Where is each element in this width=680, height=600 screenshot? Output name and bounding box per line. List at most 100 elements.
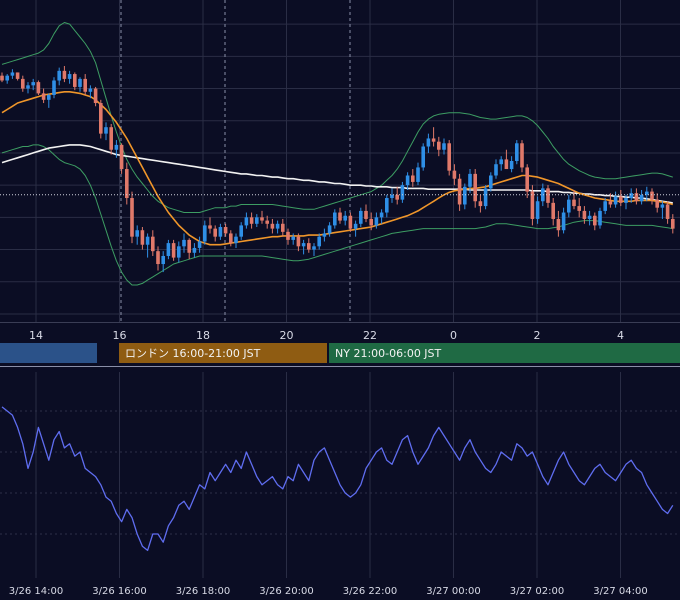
candle	[525, 164, 529, 199]
candle	[291, 233, 295, 245]
candle	[541, 183, 545, 207]
x-tick-label: 14	[29, 329, 43, 342]
candle	[468, 169, 472, 194]
candle	[104, 122, 108, 141]
candle	[208, 217, 212, 234]
candle-body	[520, 143, 524, 168]
candle	[613, 191, 618, 208]
candle-body	[36, 82, 41, 94]
candle-body	[426, 138, 431, 147]
candle	[463, 183, 467, 210]
candle	[36, 80, 41, 95]
candle	[561, 207, 566, 234]
candle-body	[379, 212, 384, 218]
candle	[655, 193, 659, 213]
rsi-x-tick-label: 3/26 14:00	[9, 586, 63, 597]
candle-body	[177, 246, 181, 258]
candle	[99, 99, 103, 139]
candle	[546, 185, 550, 208]
candle	[515, 140, 519, 165]
candle-body	[343, 215, 347, 221]
candle-body	[281, 223, 285, 232]
candle-body	[665, 204, 670, 219]
short-moving-average-line	[1, 91, 674, 246]
candle	[109, 123, 113, 155]
candle-body	[541, 188, 545, 202]
candle-body	[73, 74, 77, 87]
candle-body	[478, 201, 483, 207]
candle	[140, 227, 145, 250]
price-time-axis: 14 16 18 20 22 0 2 4	[0, 322, 680, 342]
candle-body	[385, 198, 389, 213]
candle-body	[546, 188, 550, 203]
candle-body	[62, 70, 67, 79]
candle-body	[26, 85, 30, 89]
candle	[26, 82, 30, 94]
candle	[483, 185, 488, 210]
rsi-line-series	[1, 406, 674, 552]
candle	[10, 69, 15, 79]
candle	[327, 222, 332, 237]
candlestick-series	[0, 66, 675, 273]
candle-body	[359, 210, 363, 224]
candle-body	[655, 199, 659, 208]
candle-body	[395, 194, 399, 200]
candle	[348, 212, 353, 232]
candle-body	[587, 215, 592, 219]
candle	[223, 223, 228, 237]
candle-body	[234, 236, 238, 244]
candle	[473, 169, 477, 208]
candle	[41, 88, 46, 104]
candle-body	[291, 236, 295, 240]
candle	[369, 212, 373, 231]
candle	[567, 194, 571, 218]
candle	[62, 66, 67, 83]
candle-body	[47, 94, 51, 100]
bollinger-lower-line	[1, 144, 673, 286]
candle-body	[275, 223, 280, 229]
candle-body	[525, 167, 529, 192]
candle-body	[639, 194, 644, 202]
candle-body	[442, 143, 446, 150]
candle	[286, 228, 290, 245]
candle	[582, 206, 587, 224]
candle	[78, 77, 82, 92]
candle-body	[671, 218, 675, 229]
candle-body	[239, 225, 243, 237]
candle-body	[650, 191, 654, 200]
candle-body	[119, 144, 124, 170]
x-tick-label: 22	[363, 329, 377, 342]
candle-body	[489, 175, 493, 189]
candle	[645, 186, 649, 202]
candle	[244, 212, 249, 229]
candle	[57, 67, 61, 86]
candle-body	[619, 196, 623, 203]
candle	[619, 189, 623, 207]
candle	[442, 138, 446, 155]
candle	[608, 193, 613, 208]
candle-body	[390, 194, 394, 199]
candle	[270, 218, 275, 234]
candle-body	[223, 227, 228, 234]
candle-body	[431, 138, 436, 142]
session-band-label: ロンドン 16:00-21:00 JST	[125, 347, 261, 360]
candle	[478, 194, 483, 213]
session-band-fill	[0, 343, 97, 363]
candle	[281, 218, 285, 237]
candle-body	[499, 159, 503, 165]
candle-body	[452, 170, 457, 179]
x-tick-label: 20	[280, 329, 294, 342]
candle-body	[145, 236, 150, 245]
candle	[385, 194, 389, 218]
candle	[234, 233, 238, 248]
candle-body	[333, 212, 337, 226]
rsi-grid	[0, 372, 680, 578]
candle	[494, 159, 498, 179]
candle	[390, 188, 394, 203]
candle-body	[208, 225, 212, 229]
rsi-x-tick-label: 3/27 04:00	[593, 586, 647, 597]
session-band-fill	[119, 343, 327, 363]
candle	[203, 220, 207, 245]
candle-body	[327, 225, 332, 234]
